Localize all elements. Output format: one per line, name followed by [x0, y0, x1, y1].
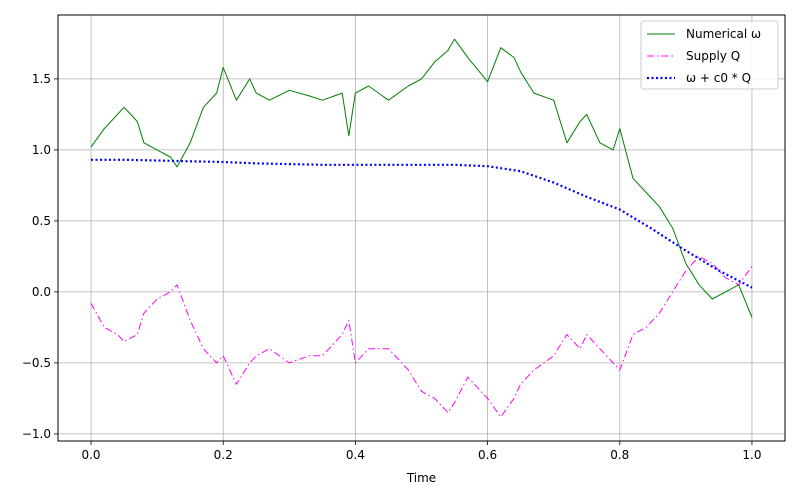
x-tick-label: 0.2 — [214, 448, 233, 462]
axis-ticks: 0.0 0.2 0.4 0.6 0.8 1.0 −1.0 −0.5 0.0 0.5 1.0 1.5 — [22, 72, 762, 462]
x-tick-label: 0.0 — [81, 448, 100, 462]
legend-label-supply-q: Supply Q — [686, 49, 740, 63]
y-tick-label: 0.5 — [32, 214, 51, 228]
x-tick-label: 0.8 — [610, 448, 629, 462]
series-lines — [90, 38, 753, 418]
legend: Numerical ω Supply Q ω + c0 * Q — [640, 20, 779, 90]
x-tick-label: 1.0 — [742, 448, 761, 462]
x-tick-label: 0.4 — [346, 448, 365, 462]
y-tick-label: −0.5 — [22, 356, 51, 370]
plot-frame — [57, 14, 786, 442]
legend-box — [640, 20, 779, 90]
legend-label-numerical-omega: Numerical ω — [686, 27, 761, 41]
series-line-supply-q — [90, 255, 753, 418]
x-tick-label: 0.6 — [478, 448, 497, 462]
series-line-numerical-omega — [90, 38, 753, 318]
y-tick-label: 1.5 — [32, 72, 51, 86]
y-tick-label: 0.0 — [32, 285, 51, 299]
x-axis-label: Time — [406, 471, 436, 485]
legend-label-omega-plus-c0-q: ω + c0 * Q — [686, 71, 751, 85]
y-tick-label: −1.0 — [22, 427, 51, 441]
y-tick-label: 1.0 — [32, 143, 51, 157]
